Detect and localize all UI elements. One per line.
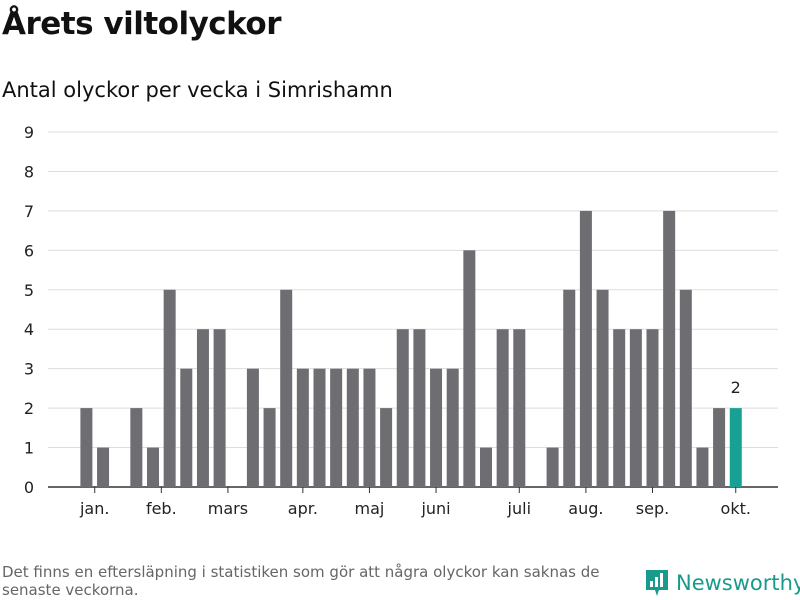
- x-tick-label: juni: [420, 499, 450, 518]
- bar: [380, 408, 393, 487]
- bar-highlight: [729, 408, 742, 487]
- bar: [629, 329, 642, 487]
- bar: [679, 289, 692, 487]
- bar: [663, 210, 676, 487]
- bar: [263, 408, 276, 487]
- y-tick-label: 8: [24, 162, 34, 181]
- x-tick-label: maj: [355, 499, 385, 518]
- bar: [546, 447, 559, 487]
- y-tick-label: 5: [24, 281, 34, 300]
- bar: [430, 368, 443, 487]
- bar: [147, 447, 159, 487]
- y-tick-label: 1: [24, 439, 34, 458]
- bar: [496, 329, 509, 487]
- x-tick-label: apr.: [288, 499, 318, 518]
- bar: [613, 329, 626, 487]
- newsworthy-logo-icon: [646, 570, 668, 596]
- x-tick-label: feb.: [146, 499, 177, 518]
- x-tick-label: aug.: [568, 499, 603, 518]
- bar: [346, 368, 359, 487]
- bar: [579, 210, 592, 487]
- bar: [80, 408, 93, 487]
- bar: [696, 447, 709, 487]
- tick-labels: 0 1 2 3 4 5 6 7 8 9 jan. feb. mars apr. maj juni juli aug…: [24, 123, 751, 518]
- x-tick-label: juli: [507, 499, 531, 518]
- bar: [513, 329, 526, 487]
- bar: [313, 368, 326, 487]
- footnote: Det finns en eftersläpning i statistiken…: [2, 563, 600, 599]
- brand-name: Newsworthy: [676, 571, 800, 595]
- bars: [80, 210, 742, 487]
- bar: [196, 329, 209, 487]
- y-tick-label: 7: [24, 202, 34, 221]
- bar: [596, 289, 609, 487]
- bar: [280, 289, 293, 487]
- bar: [180, 368, 193, 487]
- bar-chart: 0 1 2 3 4 5 6 7 8 9 jan. feb. mars apr. maj juni juli aug…: [24, 123, 778, 518]
- y-tick-label: 6: [24, 241, 34, 260]
- bar: [363, 368, 376, 487]
- y-tick-label: 4: [24, 320, 34, 339]
- x-tick-label: okt.: [721, 499, 751, 518]
- bar: [97, 447, 110, 487]
- bar: [713, 408, 726, 487]
- x-tick-label: sep.: [636, 499, 669, 518]
- y-tick-label: 9: [24, 123, 34, 142]
- bar: [563, 289, 576, 487]
- y-tick-label: 2: [24, 399, 34, 418]
- bar: [480, 447, 492, 487]
- x-tick-label: jan.: [79, 499, 109, 518]
- bar: [646, 329, 659, 487]
- chart-title: Årets viltolyckor: [2, 6, 282, 42]
- y-tick-label: 3: [24, 360, 34, 379]
- y-tick-label: 0: [24, 478, 34, 497]
- chart-subtitle: Antal olyckor per vecka i Simrishamn: [2, 78, 393, 102]
- x-tick-label: mars: [208, 499, 248, 518]
- bar: [396, 329, 409, 487]
- bar: [246, 368, 259, 487]
- highlight-data-label: 2: [731, 378, 741, 397]
- bar: [330, 368, 343, 487]
- bar: [446, 368, 459, 487]
- newsworthy-brand[interactable]: Newsworthy: [644, 568, 800, 598]
- bar: [413, 329, 426, 487]
- bar: [463, 250, 476, 487]
- bar: [296, 368, 309, 487]
- bar: [213, 329, 226, 487]
- bar: [130, 408, 143, 487]
- bar: [163, 289, 176, 487]
